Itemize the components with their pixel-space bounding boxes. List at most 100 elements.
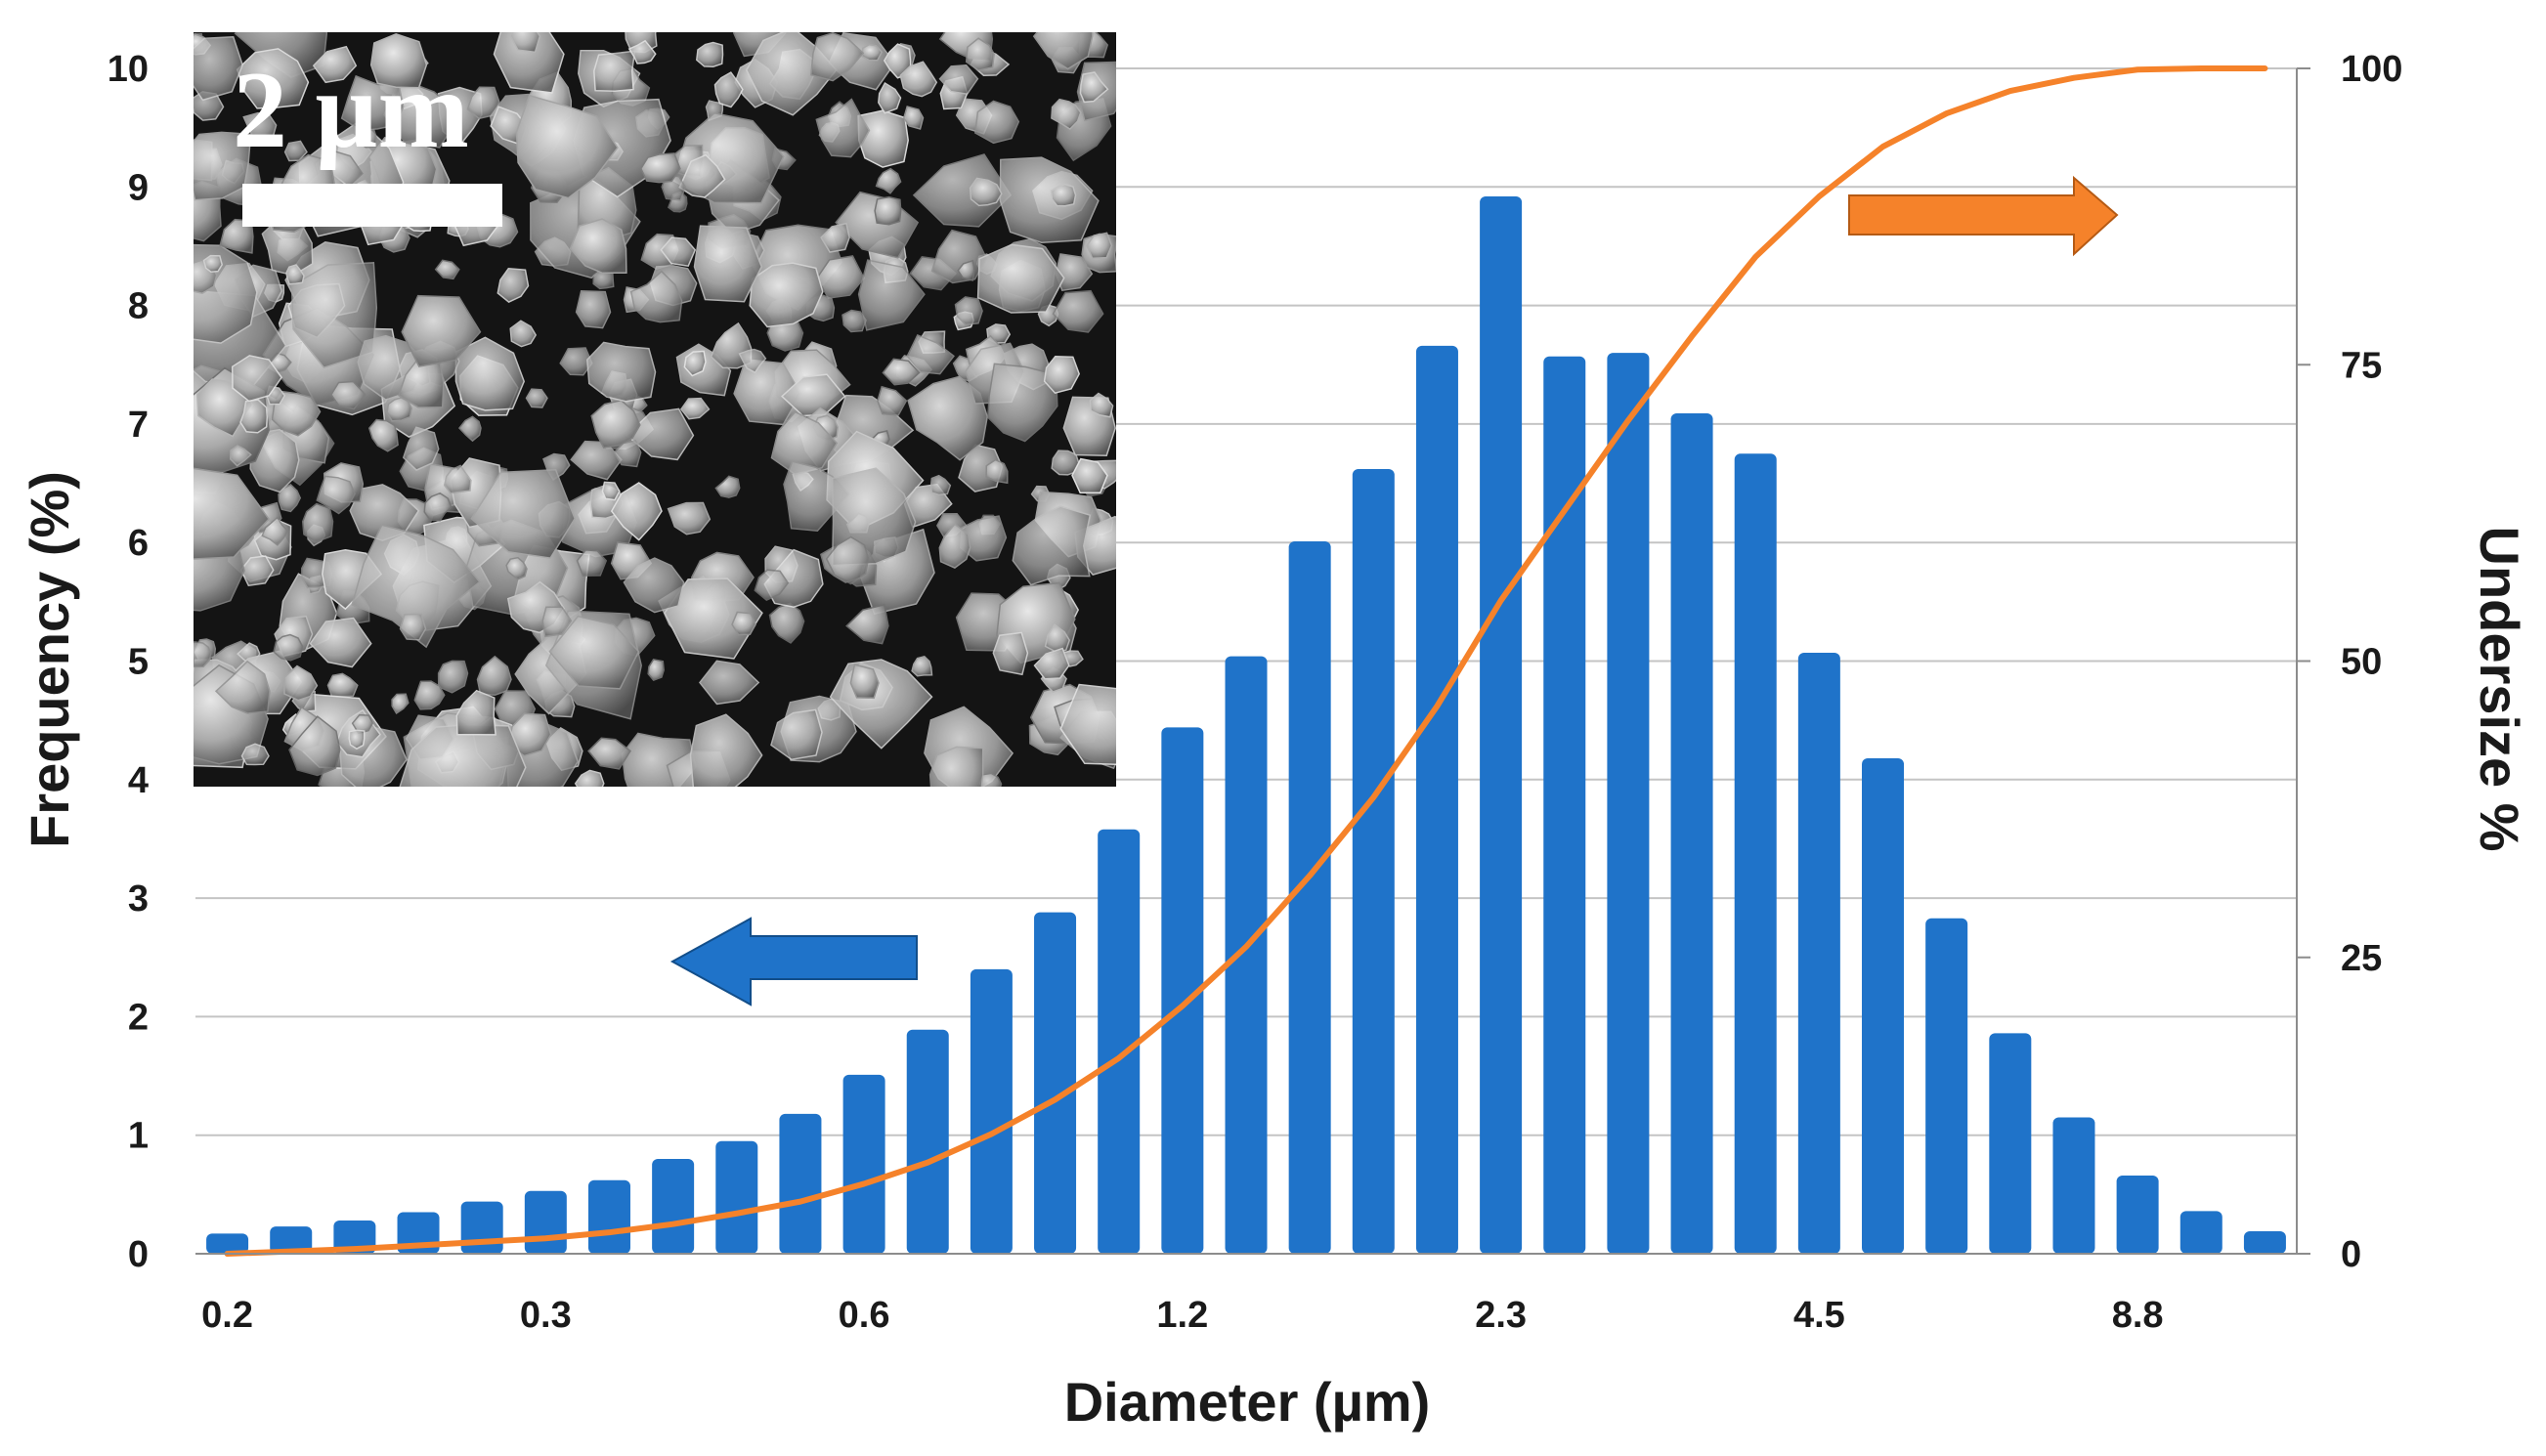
particle-shape bbox=[351, 524, 481, 649]
frequency-bar bbox=[2052, 1117, 2095, 1254]
particle-shape bbox=[194, 131, 252, 201]
particle-shape bbox=[875, 167, 902, 194]
particle-shape bbox=[713, 71, 744, 108]
particle-shape bbox=[647, 658, 665, 681]
particle-shape bbox=[683, 350, 707, 377]
frequency-bars bbox=[206, 196, 2286, 1255]
frequency-bar bbox=[1862, 757, 1905, 1254]
right-tick-label: 50 bbox=[2341, 642, 2382, 683]
particle-shape bbox=[696, 41, 724, 67]
frequency-bar bbox=[587, 1179, 630, 1254]
particle-shape bbox=[678, 153, 726, 198]
particle-shape bbox=[301, 502, 334, 543]
particle-shape bbox=[593, 50, 636, 93]
left-tick-label: 9 bbox=[128, 167, 149, 208]
particle-shape bbox=[509, 32, 541, 54]
particle-shape bbox=[906, 333, 955, 375]
right-tick-label: 75 bbox=[2341, 345, 2382, 386]
particle-shape bbox=[1051, 450, 1080, 476]
particle-shape bbox=[1050, 183, 1077, 207]
scale-bar-label: 2 µm bbox=[233, 50, 469, 171]
particle-shape bbox=[613, 440, 642, 468]
x-tick-label: 8.8 bbox=[2112, 1295, 2164, 1336]
left-tick-label: 10 bbox=[108, 49, 149, 90]
left-tick-label: 6 bbox=[128, 523, 149, 564]
particle-shape bbox=[575, 290, 612, 329]
particle-shape bbox=[367, 418, 399, 452]
particle-shape bbox=[1044, 623, 1071, 653]
particle-shape bbox=[809, 32, 865, 82]
left-axis-ticks: 0 1 2 3 4 5 6 7 8 9 10 bbox=[108, 49, 149, 1275]
particle-shape bbox=[857, 259, 926, 331]
x-tick-label: 0.6 bbox=[839, 1295, 890, 1336]
particle-shape bbox=[525, 388, 548, 408]
particle-shape bbox=[587, 737, 631, 770]
particle-shape bbox=[202, 254, 224, 273]
particle-shape bbox=[770, 708, 823, 760]
frequency-bar bbox=[333, 1220, 376, 1254]
particle-shape bbox=[639, 152, 681, 184]
particle-shape bbox=[878, 81, 902, 114]
frequency-bar bbox=[715, 1140, 758, 1254]
particle-shape bbox=[194, 36, 243, 102]
particle-shape bbox=[236, 48, 310, 109]
frequency-bar bbox=[1797, 653, 1840, 1254]
particle-shape bbox=[1051, 98, 1082, 131]
particle-shape bbox=[273, 633, 304, 662]
left-tick-label: 4 bbox=[128, 760, 149, 801]
particle-shape bbox=[938, 523, 971, 569]
particle-shape bbox=[1043, 356, 1081, 395]
frequency-bar bbox=[1925, 918, 1968, 1254]
particle-shape bbox=[576, 549, 608, 578]
right-tick-label: 0 bbox=[2341, 1234, 2361, 1275]
x-tick-label: 2.3 bbox=[1475, 1295, 1527, 1336]
frequency-bar bbox=[1288, 540, 1331, 1254]
frequency-bar bbox=[906, 1029, 949, 1254]
particle-shape bbox=[316, 475, 356, 515]
frequency-bar bbox=[1225, 656, 1268, 1254]
particle-shape bbox=[679, 397, 711, 420]
particle-shape bbox=[214, 660, 271, 714]
particle-shape bbox=[271, 390, 322, 437]
particle-shape bbox=[714, 475, 741, 498]
particle-shape bbox=[693, 225, 763, 303]
particle-shape bbox=[288, 715, 341, 777]
particle-shape bbox=[590, 399, 641, 449]
particle-shape bbox=[1079, 71, 1109, 104]
particle-shape bbox=[351, 713, 374, 735]
particle-shape bbox=[820, 222, 850, 253]
sem-micrograph-inset: 2 µm bbox=[194, 32, 1116, 787]
frequency-bar bbox=[779, 1113, 822, 1254]
right-tick-label: 25 bbox=[2341, 938, 2382, 979]
particle-shape bbox=[330, 380, 367, 410]
particle-shape bbox=[194, 641, 212, 668]
particle-shape bbox=[965, 37, 995, 71]
left-axis-arrow bbox=[669, 917, 918, 1006]
particle-shape bbox=[754, 569, 790, 601]
particle-shape bbox=[283, 664, 319, 702]
particle-shape bbox=[230, 445, 252, 467]
particle-shape bbox=[912, 153, 1013, 228]
x-axis-title: Diameter (µm) bbox=[1064, 1371, 1431, 1433]
particle-shape bbox=[601, 481, 621, 501]
particle-shape bbox=[309, 617, 372, 668]
undersize-curve bbox=[224, 65, 2268, 1257]
particle-shape bbox=[1071, 457, 1108, 494]
particle-shape bbox=[455, 689, 496, 736]
particle-shape bbox=[954, 296, 983, 325]
frequency-bar bbox=[1098, 829, 1141, 1254]
particle-shape bbox=[738, 348, 767, 374]
particle-shape bbox=[574, 769, 605, 787]
left-tick-label: 7 bbox=[128, 405, 149, 446]
particle-shape bbox=[391, 693, 410, 714]
particle-shape bbox=[992, 631, 1029, 676]
particle-shape bbox=[386, 397, 412, 422]
particle-shape bbox=[569, 218, 627, 275]
frequency-bar bbox=[1034, 912, 1077, 1254]
particle-shape bbox=[629, 270, 683, 323]
axes bbox=[195, 67, 2310, 1255]
right-axis-title: Undersize % bbox=[2469, 527, 2530, 852]
frequency-bar bbox=[1161, 727, 1204, 1254]
right-tick-label: 100 bbox=[2341, 49, 2402, 90]
particle-shape bbox=[845, 603, 889, 645]
